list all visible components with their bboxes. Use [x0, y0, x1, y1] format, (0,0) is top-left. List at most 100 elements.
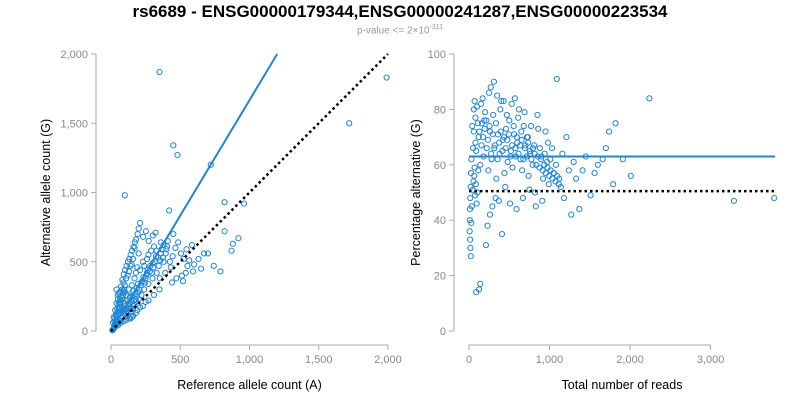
- data-point: [510, 122, 517, 130]
- data-point: [612, 120, 619, 127]
- data-point: [166, 207, 173, 214]
- x-tick-label: 0: [466, 354, 472, 366]
- data-point: [115, 304, 123, 311]
- x-tick-label: 3,000: [697, 354, 725, 366]
- data-point: [472, 181, 479, 188]
- data-point: [587, 192, 594, 199]
- data-point: [519, 194, 527, 202]
- data-point: [183, 246, 190, 253]
- data-point: [504, 158, 511, 166]
- data-point: [383, 74, 390, 81]
- data-point: [489, 203, 496, 210]
- data-point: [217, 268, 224, 275]
- data-point: [197, 265, 205, 272]
- x-tick-label: 1,000: [236, 354, 264, 366]
- data-point: [149, 275, 156, 282]
- data-point: [467, 244, 474, 251]
- data-point: [500, 97, 507, 105]
- data-point: [606, 128, 613, 135]
- data-point: [477, 161, 484, 168]
- y-tick-label: 0: [440, 326, 446, 338]
- data-point: [521, 145, 529, 152]
- data-point: [469, 145, 477, 152]
- data-point: [207, 161, 214, 168]
- data-point: [545, 181, 552, 188]
- data-point: [135, 289, 142, 296]
- data-point: [467, 170, 475, 177]
- data-point: [152, 229, 159, 236]
- data-point: [148, 269, 155, 276]
- data-point: [520, 122, 527, 130]
- data-point: [477, 280, 484, 288]
- data-point: [483, 145, 490, 152]
- data-point: [471, 172, 478, 179]
- data-point: [573, 175, 580, 182]
- data-point: [490, 111, 497, 119]
- data-point: [509, 164, 516, 171]
- data-point: [142, 228, 150, 235]
- data-point: [240, 200, 248, 207]
- data-point: [170, 230, 177, 238]
- data-point: [229, 240, 236, 247]
- data-point: [168, 279, 176, 286]
- data-point: [195, 255, 202, 263]
- data-point: [177, 250, 185, 257]
- data-point: [145, 237, 152, 245]
- data-point: [495, 197, 502, 204]
- data-point: [503, 111, 510, 119]
- data-point: [771, 194, 778, 202]
- data-point: [228, 247, 235, 254]
- p-value-text: p-value <= 2×10: [356, 25, 430, 37]
- data-point: [565, 167, 572, 174]
- data-point: [549, 175, 556, 182]
- data-point: [221, 228, 228, 235]
- data-point: [563, 134, 570, 141]
- data-point: [498, 230, 506, 238]
- data-point: [472, 114, 479, 121]
- data-point: [468, 219, 475, 227]
- data-point: [512, 145, 519, 152]
- data-point: [486, 89, 493, 96]
- data-point: [467, 253, 474, 260]
- reference-line: [110, 53, 389, 332]
- data-point: [501, 170, 508, 177]
- data-point: [131, 275, 138, 282]
- data-point: [468, 203, 475, 210]
- data-point: [646, 95, 653, 102]
- data-point: [479, 95, 486, 102]
- data-point: [346, 120, 353, 127]
- data-point: [484, 136, 492, 143]
- data-point: [470, 106, 477, 113]
- data-point: [469, 186, 476, 193]
- data-point: [141, 262, 148, 270]
- data-point: [594, 161, 601, 168]
- data-point: [152, 253, 160, 260]
- data-point: [475, 167, 482, 174]
- data-point: [497, 106, 504, 113]
- data-point: [132, 236, 140, 243]
- allele-count-scatter: 0 500 1,000 1,500 2,000 0 500 1,000 1,500 2,000 Re…: [39, 49, 402, 392]
- data-point: [204, 250, 212, 257]
- data-point: [173, 275, 180, 282]
- data-point: [144, 266, 151, 274]
- data-point: [141, 279, 149, 286]
- data-point: [508, 100, 515, 107]
- data-point: [188, 242, 196, 249]
- data-point: [515, 106, 523, 113]
- y-tick-label: 0: [82, 326, 88, 338]
- data-point: [482, 109, 489, 116]
- y-tick-label: 60: [434, 160, 446, 172]
- data-point: [172, 244, 179, 251]
- data-point: [472, 139, 479, 146]
- data-point: [145, 280, 152, 288]
- fit-line: [110, 53, 279, 332]
- data-point: [568, 211, 575, 218]
- data-point: [474, 120, 481, 127]
- x-tick-label: 500: [171, 354, 189, 366]
- data-point: [492, 194, 499, 202]
- data-point: [125, 268, 133, 275]
- data-point: [135, 250, 142, 257]
- data-point: [576, 206, 583, 213]
- data-point: [554, 172, 561, 179]
